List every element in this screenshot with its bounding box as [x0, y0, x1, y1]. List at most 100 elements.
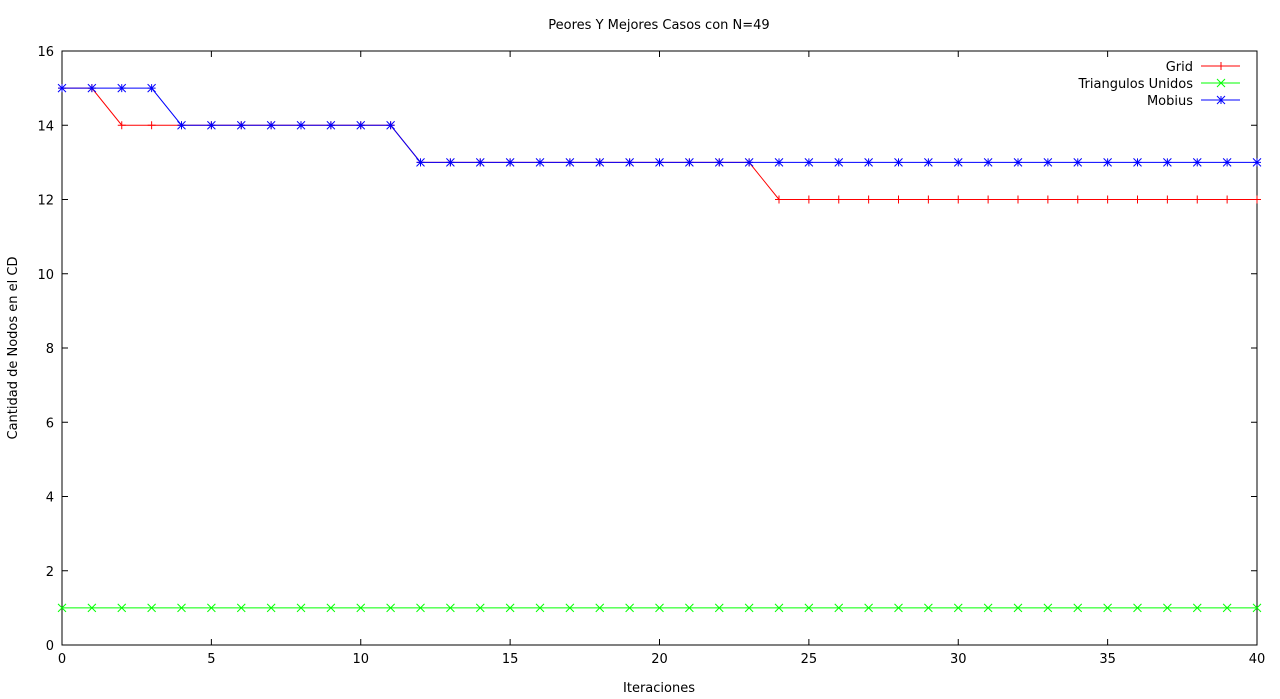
data-point-mobius: [386, 120, 395, 130]
data-point-mobius: [1013, 158, 1023, 167]
data-point-triangulos-unidos: [685, 603, 694, 613]
plot-frame: [61, 50, 1258, 646]
series-layer: [57, 83, 1262, 613]
data-point-triangulos-unidos: [207, 603, 216, 613]
series-mobius: [57, 83, 1262, 167]
data-point-mobius: [983, 158, 993, 167]
data-point-triangulos-unidos: [266, 603, 276, 613]
data-point-triangulos-unidos: [804, 603, 814, 613]
x-tick-label: 20: [651, 652, 668, 667]
data-point-grid: [1193, 195, 1202, 204]
data-point-mobius: [1163, 158, 1172, 167]
data-point-triangulos-unidos: [834, 603, 844, 613]
x-tick-label: 10: [352, 652, 369, 667]
data-point-triangulos-unidos: [1163, 603, 1172, 613]
y-tick-label: 16: [37, 45, 54, 60]
data-point-mobius: [446, 158, 455, 167]
data-point-mobius: [117, 83, 127, 93]
data-point-mobius: [177, 120, 186, 130]
data-point-grid: [147, 121, 156, 130]
data-point-mobius: [207, 120, 216, 130]
data-point-triangulos-unidos: [1103, 603, 1112, 613]
data-point-grid: [954, 195, 963, 204]
y-tick-label: 4: [46, 491, 54, 506]
data-point-mobius: [655, 158, 664, 167]
y-tick-label: 8: [46, 342, 54, 357]
data-point-mobius: [834, 158, 844, 167]
data-point-triangulos-unidos: [595, 603, 605, 613]
data-point-triangulos-unidos: [386, 603, 395, 613]
data-point-grid: [924, 195, 933, 204]
data-point-mobius: [953, 158, 963, 167]
data-point-mobius: [356, 120, 366, 130]
data-point-triangulos-unidos: [57, 603, 67, 613]
legend-marker-mobius: [1216, 95, 1226, 105]
data-point-mobius: [864, 158, 873, 167]
data-point-mobius: [57, 83, 67, 93]
data-point-grid: [1043, 195, 1052, 204]
data-point-triangulos-unidos: [1252, 603, 1262, 613]
x-tick-label: 30: [950, 652, 967, 667]
data-point-mobius: [236, 120, 246, 130]
data-point-triangulos-unidos: [535, 603, 545, 613]
data-point-triangulos-unidos: [1192, 603, 1202, 613]
data-point-triangulos-unidos: [356, 603, 366, 613]
y-tick-label: 2: [46, 565, 54, 580]
data-point-triangulos-unidos: [1133, 603, 1142, 613]
data-point-grid: [1253, 195, 1261, 204]
axis-ticks: 0 5 10 15 20 25 30 35 40 0 2 4 6 8 10 12 14 16: [37, 45, 1265, 667]
data-point-mobius: [326, 120, 336, 130]
data-point-grid: [1103, 195, 1112, 204]
data-point-triangulos-unidos: [326, 603, 336, 613]
data-point-triangulos-unidos: [505, 603, 515, 613]
data-point-grid: [864, 195, 873, 204]
x-tick-label: 25: [801, 652, 818, 667]
data-point-mobius: [505, 158, 515, 167]
data-point-mobius: [774, 158, 784, 167]
data-point-triangulos-unidos: [475, 603, 485, 613]
data-point-mobius: [1133, 158, 1142, 167]
data-point-triangulos-unidos: [864, 603, 873, 613]
data-point-mobius: [714, 158, 724, 167]
data-point-triangulos-unidos: [446, 603, 455, 613]
y-axis-label: Cantidad de Nodos en el CD: [6, 257, 21, 440]
data-point-triangulos-unidos: [774, 603, 784, 613]
data-point-triangulos-unidos: [894, 603, 903, 613]
data-point-triangulos-unidos: [296, 603, 306, 613]
y-tick-label: 10: [37, 268, 54, 283]
data-point-grid: [804, 195, 813, 204]
series-grid: [58, 84, 1261, 204]
legend: Grid Triangulos Unidos Mobius: [1078, 60, 1240, 109]
x-tick-label: 15: [502, 652, 519, 667]
y-tick-label: 6: [46, 416, 54, 431]
x-tick-label: 5: [207, 652, 215, 667]
data-point-mobius: [685, 158, 694, 167]
legend-marker-grid: [1217, 62, 1225, 70]
data-point-grid: [1223, 195, 1232, 204]
data-point-triangulos-unidos: [924, 603, 933, 613]
data-point-triangulos-unidos: [87, 603, 97, 613]
data-point-triangulos-unidos: [177, 603, 186, 613]
y-tick-label: 0: [46, 639, 54, 654]
data-point-mobius: [296, 120, 306, 130]
data-point-mobius: [894, 158, 903, 167]
data-point-triangulos-unidos: [983, 603, 993, 613]
data-point-triangulos-unidos: [1073, 603, 1083, 613]
data-point-mobius: [565, 158, 575, 167]
data-point-grid: [1073, 195, 1082, 204]
data-point-grid: [894, 195, 903, 204]
series-triangulos-unidos: [57, 603, 1262, 613]
data-point-mobius: [475, 158, 485, 167]
x-tick-label: 35: [1099, 652, 1116, 667]
data-point-mobius: [1073, 158, 1083, 167]
data-point-mobius: [1222, 158, 1232, 167]
data-point-mobius: [535, 158, 545, 167]
data-point-triangulos-unidos: [236, 603, 246, 613]
data-point-mobius: [87, 83, 97, 93]
data-point-grid: [984, 195, 993, 204]
data-point-mobius: [924, 158, 933, 167]
data-point-triangulos-unidos: [1222, 603, 1232, 613]
data-point-mobius: [1103, 158, 1112, 167]
x-axis-label: Iteraciones: [623, 681, 695, 696]
